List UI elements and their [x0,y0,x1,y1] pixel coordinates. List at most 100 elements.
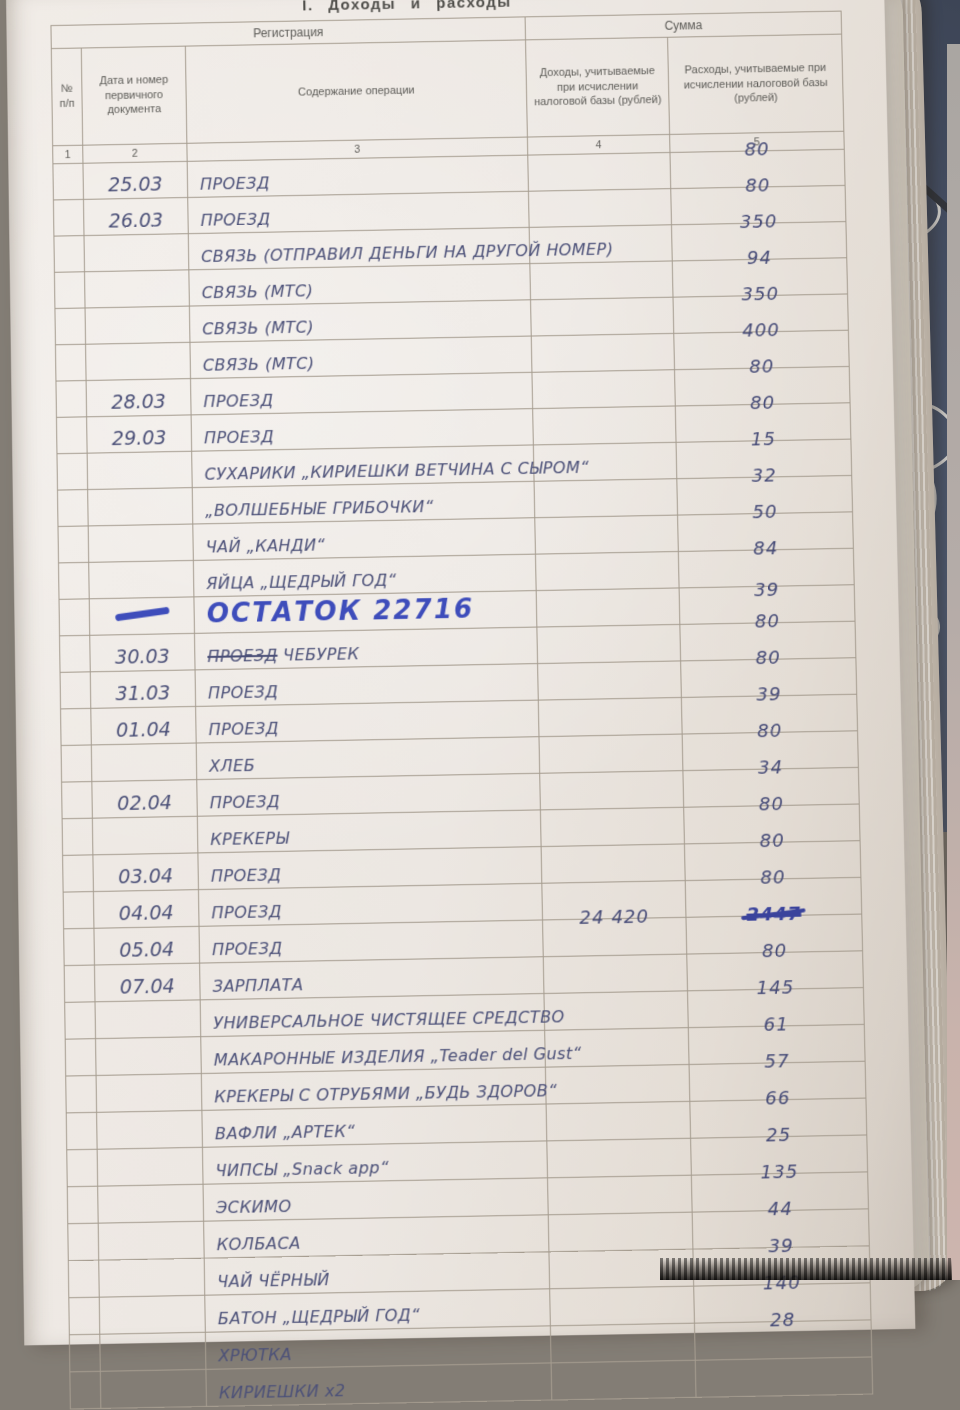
description-cell: СВЯЗЬ (МТС) [189,336,532,379]
row-number-cell [63,928,95,966]
description-text: ПРОЕЗД [208,718,279,740]
date-cell [99,1295,206,1335]
col-num-2: 2 [82,143,188,164]
description-text: ПРОЕЗД [211,938,283,960]
description-text: ОСТАТОК 22716 [206,594,475,630]
income-cell [546,1138,692,1178]
income-cell [536,587,680,628]
row-number-cell [65,1075,97,1113]
struck-expense-value: 2447 [746,903,802,926]
date-cell: 26.03 [83,197,189,236]
row-number-cell [56,416,88,454]
description-cell: ЯЙЦА „ЩЕДРЫЙ ГОД“ [193,554,537,597]
description-text: ПРОЕЗД [211,901,282,923]
col-header-number: № п/п [51,48,83,146]
expense-value: 80 [757,720,783,743]
expense-value: 44 [767,1198,794,1221]
row-number-cell [61,744,92,783]
ledger-sheet: І. Доходы и расходы Регистрация Сумма № … [6,0,916,1409]
description-text: ЭСКИМО [215,1196,292,1218]
date-cell [96,1110,203,1150]
ledger-body: 25.03 ПРОЕЗД 80 26.03 ПРОЕЗД 80 СВЯЗЬ (ОТПРАВИ… [52,139,873,1409]
expense-value: 80 [761,940,788,963]
row-number-cell [54,307,86,345]
income-cell [539,734,683,774]
description-cell: КРЕКЕРЫ С ОТРУБЯМИ „БУДЬ ЗДОРОВ“ [201,1067,557,1111]
description-cell: СВЯЗЬ (МТС) [188,263,531,307]
description-cell: ЗАРПЛАТА [199,956,544,1000]
description-cell: ХЛЕБ [196,736,540,780]
income-cell [531,333,675,373]
description-cell: ПРОЕЗД [198,883,543,927]
description-text: ВАФЛИ „АРТЕК“ [214,1121,356,1144]
date-cell [97,1147,204,1187]
description-text: ЗАРПЛАТА [212,974,304,997]
row-number-cell [53,199,84,237]
description-text: ПРОЕЗД [210,865,282,886]
date-cell [99,1332,206,1372]
description-cell: ПРОЕЗД [197,846,542,890]
date-cell [85,342,191,381]
date-cell: 03.04 [92,852,199,892]
description-cell: КИРИЕШКИ х2 [205,1362,552,1407]
date-cell [92,816,198,855]
date-cell [88,524,194,563]
row-number-cell [58,562,90,600]
row-number-cell [52,163,84,200]
description-text: „ВОЛШЕБНЫЕ ГРИБОЧКИ“ [204,496,434,521]
expense-value: 66 [765,1087,791,1110]
row-number-cell [66,1112,98,1150]
balance-dash-mark [114,606,170,622]
description-cell: ВАФЛИ „АРТЕК“ [201,1104,547,1148]
date-cell [100,1369,207,1409]
description-cell: ХРЮТКА [205,1325,552,1370]
row-number-cell [60,708,92,746]
row-number-cell [65,1038,97,1077]
expense-value: 57 [764,1050,790,1073]
expense-value: 39 [768,1235,794,1258]
row-number-cell [55,344,87,382]
expense-value: 32 [751,465,778,487]
expense-cell: 28 [694,1309,872,1361]
income-value: 24 420 [579,906,650,929]
date-cell: 28.03 [86,378,192,417]
row-number-cell [66,1149,98,1187]
date-cell [91,743,197,782]
row-number-cell [67,1186,99,1224]
date-cell [98,1258,205,1298]
description-cell: ОСТАТОК 22716 [193,590,537,634]
description-cell: ПРОЕЗД [187,155,529,198]
description-text: КИРИЕШКИ х2 [218,1380,346,1403]
description-cell: СВЯЗЬ (ОТПРАВИЛ ДЕНЬГИ НА ДРУГОЙ НОМЕР) [188,227,614,270]
ledger-table: Регистрация Сумма № п/п Дата и номер пер… [50,11,873,1410]
expense-value: 61 [763,1014,790,1036]
row-number-cell [54,271,86,309]
row-number-cell [67,1223,99,1261]
income-cell [531,369,676,409]
description-cell: ЧИПСЫ „Snack app“ [202,1140,548,1185]
description-text: ХЛЕБ [208,755,256,776]
income-cell [532,405,677,445]
income-cell [534,515,679,555]
date-cell: 02.04 [91,779,198,819]
row-number-cell [59,598,90,636]
date-cell: 05.04 [93,926,200,966]
date-cell: 29.03 [86,414,192,454]
description-cell: ЧАЙ „КАНДИ“ [192,517,536,561]
income-cell [548,1212,693,1252]
description-text: СВЯЗЬ (МТС) [201,281,314,303]
background-right-strip [947,44,960,1280]
row-number-cell [69,1371,101,1409]
expense-value: 400 [742,319,781,342]
expense-value: 80 [759,830,786,853]
description-text: ЧИПСЫ „Snack app“ [215,1157,389,1181]
description-text: СВЯЗЬ (МТС) [202,317,315,339]
description-cell: ПРОЕЗД [195,663,539,707]
row-number-cell [62,818,93,856]
income-cell [538,697,683,737]
date-cell [87,487,193,526]
description-text: ПРОЕЗД [203,390,274,412]
expense-value: 80 [749,356,775,378]
expense-value: 34 [757,757,784,779]
row-number-cell [64,1001,96,1040]
